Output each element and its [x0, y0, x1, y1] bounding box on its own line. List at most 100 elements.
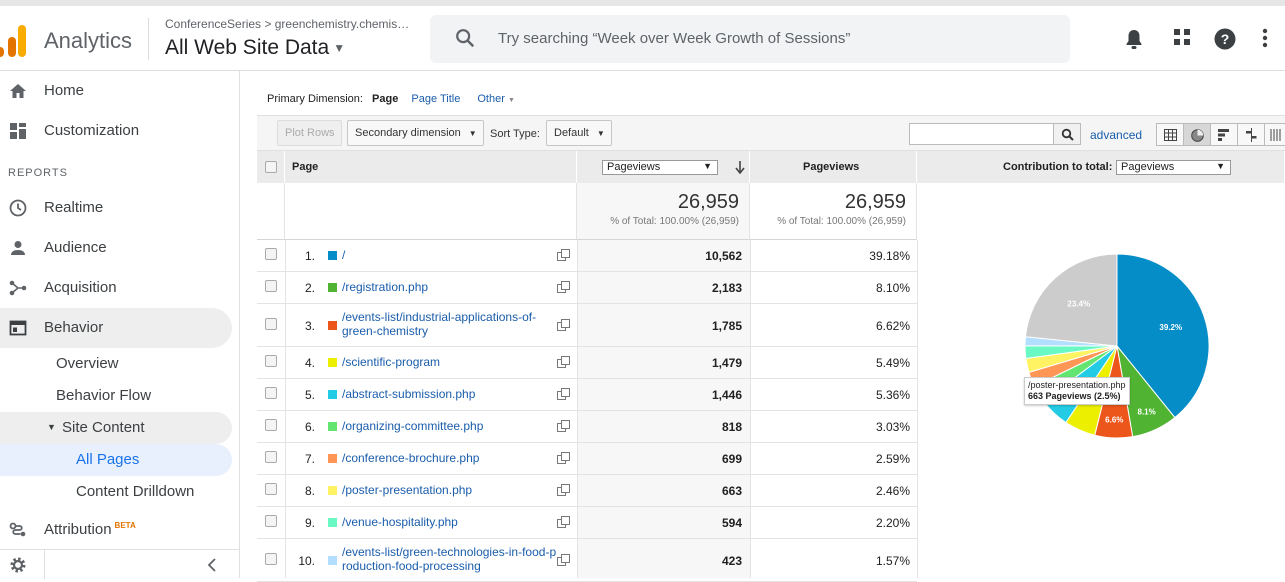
row-checkbox[interactable]	[265, 318, 277, 330]
sort-descending-arrow-icon[interactable]	[735, 161, 745, 174]
table-filter-input[interactable]	[909, 123, 1054, 145]
open-page-external-icon[interactable]	[557, 356, 570, 368]
table-row[interactable]: 2. /registration.php 2,183 8.10%	[257, 272, 917, 304]
select-all-header	[257, 151, 285, 183]
dimension-other-label: Other	[477, 93, 505, 105]
row-checkbox[interactable]	[265, 355, 277, 367]
row-checkbox[interactable]	[265, 248, 277, 260]
row-number: 8.	[304, 484, 315, 498]
sidebar-item-audience[interactable]: Audience	[0, 228, 240, 268]
dimension-other[interactable]: Other ▼	[477, 93, 515, 105]
search-placeholder: Try searching “Week over Week Growth of …	[498, 30, 851, 47]
search-bar[interactable]: Try searching “Week over Week Growth of …	[430, 15, 1070, 63]
collapse-chevron-left-icon[interactable]	[206, 558, 218, 572]
page-link[interactable]: /conference-brochure.php	[342, 451, 480, 465]
row-checkbox[interactable]	[265, 515, 277, 527]
pageviews-percent: 1.57%	[875, 554, 910, 568]
table-row[interactable]: 10. /events-list/green-technologies-in-f…	[257, 539, 917, 582]
page-link[interactable]: /registration.php	[342, 280, 429, 294]
row-color-swatch	[328, 390, 337, 399]
apps-grid-icon[interactable]	[1173, 28, 1191, 46]
table-row[interactable]: 4. /scientific-program 1,479 5.49%	[257, 347, 917, 379]
sidebar-label: Site Content	[62, 419, 145, 436]
table-row[interactable]: 8. /poster-presentation.php 663 2.46%	[257, 475, 917, 507]
sidebar-item-home[interactable]: Home	[0, 71, 240, 111]
sidebar-label: All Pages	[76, 451, 140, 468]
page-link[interactable]: /scientific-program	[342, 355, 441, 369]
row-checkbox[interactable]	[265, 387, 277, 399]
sidebar-item-realtime[interactable]: Realtime	[0, 188, 240, 228]
pageviews-percent: 39.18%	[869, 249, 910, 263]
page-link[interactable]: /events-list/green-technologies-in-food-…	[342, 545, 557, 573]
contribution-metric-select[interactable]: Pageviews ▼	[1116, 160, 1231, 175]
open-page-external-icon[interactable]	[557, 249, 570, 261]
table-row[interactable]: 5. /abstract-submission.php 1,446 5.36%	[257, 379, 917, 411]
property-selector[interactable]: All Web Site Data ▼	[165, 36, 345, 60]
sidebar-item-overview[interactable]: Overview	[0, 348, 232, 380]
plot-rows-button[interactable]: Plot Rows	[277, 120, 342, 146]
row-color-swatch	[328, 556, 337, 565]
table-filter-search-button[interactable]	[1053, 123, 1081, 145]
settings-gear-icon[interactable]	[9, 556, 27, 574]
contribution-pie-chart[interactable]: 39.2% 8.1% 6.6% 23.4%	[1017, 246, 1217, 446]
breadcrumb[interactable]: ConferenceSeries > greenchemistry.chemis…	[165, 17, 410, 31]
sidebar-item-behavior-flow[interactable]: Behavior Flow	[0, 380, 232, 412]
view-comparison-button[interactable]	[1237, 123, 1265, 146]
secondary-dimension-dropdown[interactable]: Secondary dimension ▼	[347, 120, 484, 146]
table-row[interactable]: 1. / 10,562 39.18%	[257, 240, 917, 272]
open-page-external-icon[interactable]	[557, 319, 570, 331]
row-checkbox[interactable]	[265, 451, 277, 463]
pie-slice-other[interactable]	[1024, 253, 1118, 347]
row-checkbox[interactable]	[265, 280, 277, 292]
dimension-page[interactable]: Page	[372, 93, 399, 105]
table-row[interactable]: 6. /organizing-committee.php 818 3.03%	[257, 411, 917, 443]
table-row[interactable]: 9. /venue-hospitality.php 594 2.20%	[257, 507, 917, 539]
view-pie-button[interactable]	[1183, 123, 1211, 146]
page-link[interactable]: /abstract-submission.php	[342, 387, 476, 401]
view-performance-button[interactable]	[1210, 123, 1238, 146]
totals-pageviews-cell: 26,959 % of Total: 100.00% (26,959)	[577, 183, 750, 240]
open-page-external-icon[interactable]	[557, 452, 570, 464]
metric-select[interactable]: Pageviews ▼	[602, 160, 718, 175]
row-checkbox[interactable]	[265, 553, 277, 565]
total-pageviews-2-sub: % of Total: 100.00% (26,959)	[777, 216, 906, 227]
open-page-external-icon[interactable]	[557, 388, 570, 400]
open-page-external-icon[interactable]	[557, 281, 570, 293]
sidebar-item-attribution[interactable]: Attribution BETA	[0, 510, 240, 550]
sidebar-item-behavior[interactable]: Behavior	[0, 308, 232, 348]
select-all-checkbox[interactable]	[265, 161, 277, 173]
sidebar-item-all-pages[interactable]: All Pages	[0, 444, 232, 476]
open-page-external-icon[interactable]	[557, 554, 570, 566]
analytics-logo-icon[interactable]	[0, 25, 28, 57]
advanced-filter-link[interactable]: advanced	[1090, 128, 1143, 142]
page-link[interactable]: /	[342, 248, 346, 262]
sidebar-item-acquisition[interactable]: Acquisition	[0, 268, 240, 308]
sidebar-item-content-drilldown[interactable]: Content Drilldown	[0, 476, 232, 508]
page-link[interactable]: /poster-presentation.php	[342, 483, 473, 497]
sidebar-label: Behavior	[44, 319, 104, 336]
page-link[interactable]: /organizing-committee.php	[342, 419, 484, 433]
contribution-header: Contribution to total: Pageviews ▼	[917, 151, 1285, 183]
open-page-external-icon[interactable]	[557, 420, 570, 432]
sidebar-item-site-content[interactable]: ▼ Site Content	[0, 412, 232, 444]
row-checkbox[interactable]	[265, 419, 277, 431]
view-table-button[interactable]	[1156, 123, 1184, 146]
row-checkbox[interactable]	[265, 483, 277, 495]
sidebar-item-customization[interactable]: Customization	[0, 111, 240, 151]
sort-type-dropdown[interactable]: Default ▼	[546, 120, 612, 146]
table-row[interactable]: 3. /events-list/industrial-applications-…	[257, 304, 917, 347]
more-vert-icon[interactable]	[1262, 28, 1268, 48]
page-link[interactable]: /venue-hospitality.php	[342, 515, 458, 529]
help-icon[interactable]: ?	[1214, 28, 1236, 50]
view-pivot-button[interactable]	[1264, 123, 1285, 146]
dimension-page-title[interactable]: Page Title	[411, 93, 461, 105]
pageviews-value: 818	[721, 420, 742, 434]
sort-type-label: Sort Type:	[490, 128, 540, 140]
open-page-external-icon[interactable]	[557, 516, 570, 528]
notifications-bell-icon[interactable]	[1124, 28, 1144, 50]
pie-slice-1[interactable]	[1116, 253, 1210, 419]
page-link[interactable]: /events-list/industrial-applications-of-…	[342, 310, 537, 338]
table-row[interactable]: 7. /conference-brochure.php 699 2.59%	[257, 443, 917, 475]
open-page-external-icon[interactable]	[557, 484, 570, 496]
caret-down-icon: ▼	[507, 97, 515, 104]
